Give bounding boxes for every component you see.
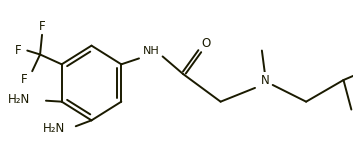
Text: NH: NH (142, 46, 159, 56)
Text: F: F (39, 20, 45, 33)
Text: H₂N: H₂N (8, 93, 30, 106)
Text: O: O (201, 37, 210, 50)
Text: F: F (21, 73, 28, 86)
Text: H₂N: H₂N (43, 122, 65, 135)
Text: N: N (261, 74, 269, 86)
Text: F: F (15, 44, 22, 57)
